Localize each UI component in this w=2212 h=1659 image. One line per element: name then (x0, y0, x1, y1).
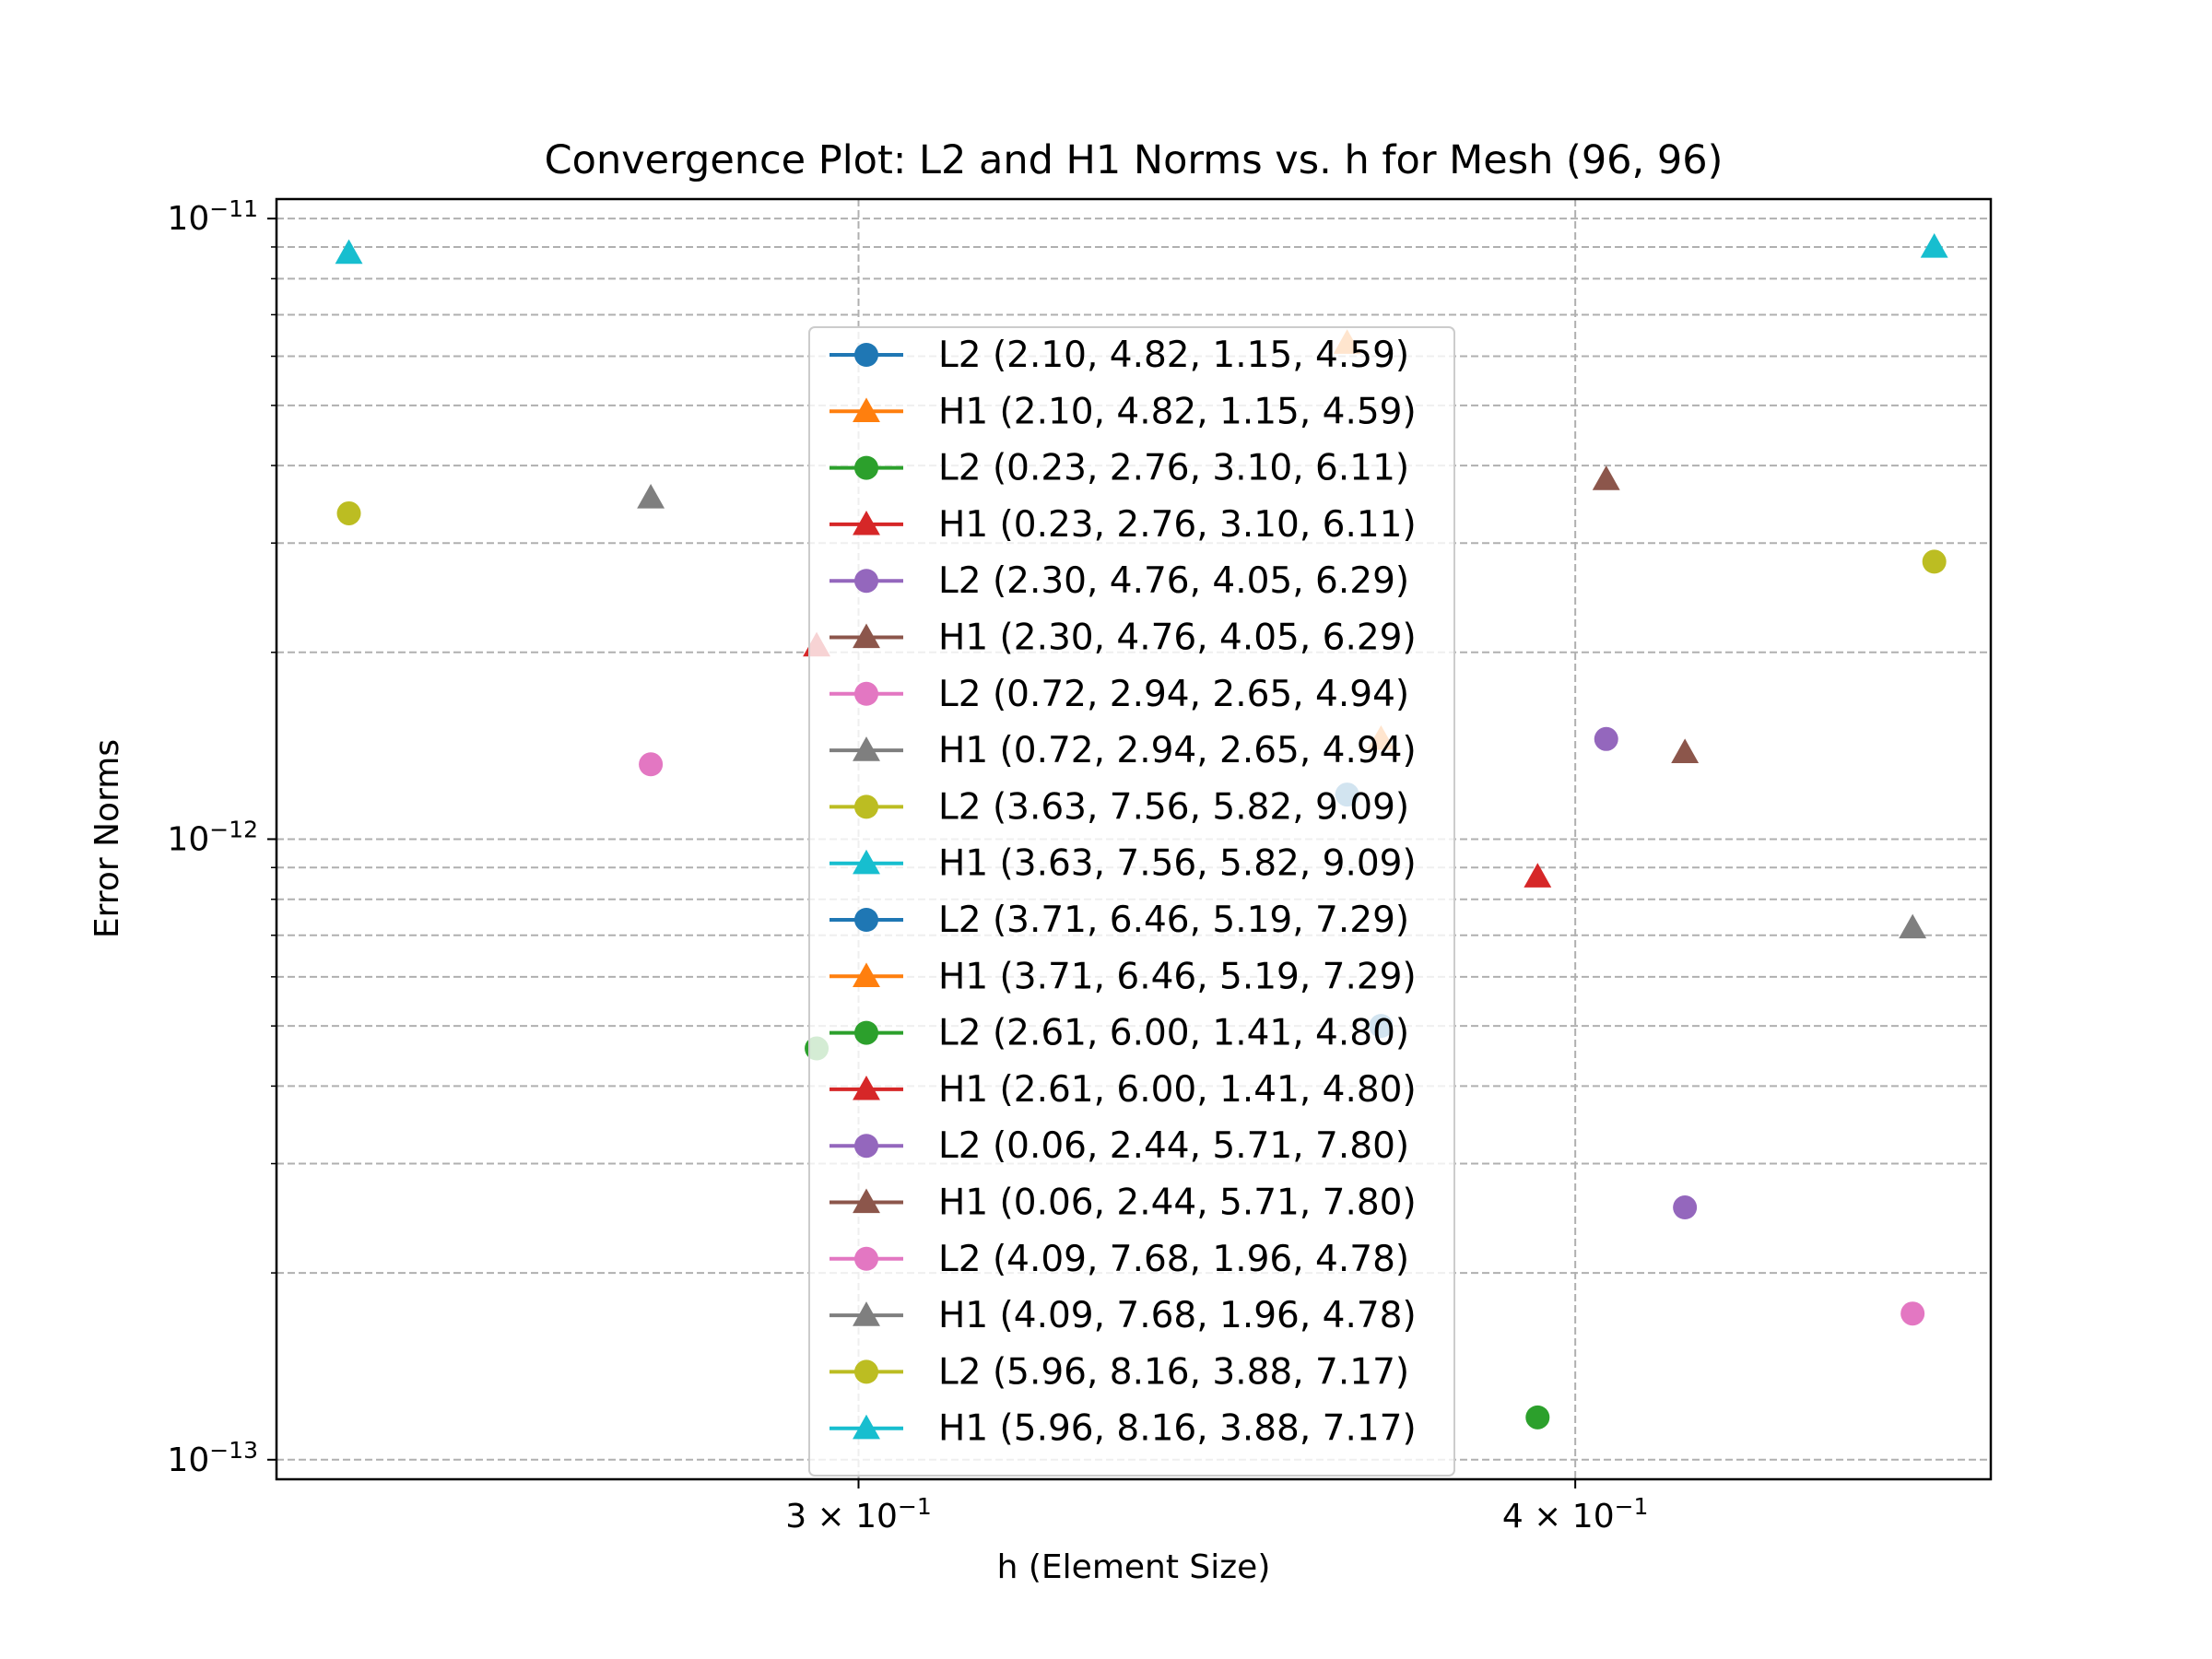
legend-label: H1 (3.71, 6.46, 5.19, 7.29) (938, 956, 1417, 997)
legend-label: H1 (3.63, 7.56, 5.82, 9.09) (938, 843, 1417, 885)
legend-label: L2 (5.96, 8.16, 3.88, 7.17) (938, 1351, 1409, 1393)
legend-marker-circle (854, 794, 878, 819)
legend-label: L2 (0.72, 2.94, 2.65, 4.94) (938, 674, 1409, 715)
legend-marker-triangle (853, 962, 880, 987)
legend-label: H1 (0.72, 2.94, 2.65, 4.94) (938, 730, 1417, 771)
legend-marker-triangle (853, 1188, 880, 1214)
y-axis-label: Error Norms (88, 739, 126, 938)
legend-marker-circle (854, 681, 878, 706)
legend-label: L2 (0.06, 2.44, 5.71, 7.80) (938, 1125, 1409, 1167)
legend-marker-circle (854, 1246, 878, 1271)
legend-label: H1 (2.30, 4.76, 4.05, 6.29) (938, 618, 1417, 659)
chart-title: Convergence Plot: L2 and H1 Norms vs. h … (545, 137, 1724, 183)
data-point-circle (1594, 726, 1618, 751)
legend-label: H1 (0.23, 2.76, 3.10, 6.11) (938, 504, 1417, 546)
data-point-triangle (1920, 233, 1948, 258)
legend-marker-circle (854, 343, 878, 367)
legend-marker-circle (854, 455, 878, 480)
data-point-triangle (637, 484, 665, 509)
data-point-triangle (1899, 913, 1927, 939)
legend-marker-circle (854, 1359, 878, 1384)
data-point-triangle (1671, 738, 1700, 763)
legend-label: L2 (3.63, 7.56, 5.82, 9.09) (938, 786, 1409, 828)
data-point-circle (1922, 549, 1947, 574)
data-point-circle (336, 500, 361, 525)
legend-label: L2 (2.61, 6.00, 1.41, 4.80) (938, 1013, 1409, 1054)
legend-marker-triangle (853, 397, 880, 422)
legend-label: L2 (2.10, 4.82, 1.15, 4.59) (938, 335, 1409, 376)
legend-label: L2 (3.71, 6.46, 5.19, 7.29) (938, 900, 1409, 941)
legend-label: H1 (4.09, 7.68, 1.96, 4.78) (938, 1295, 1417, 1336)
legend-label: L2 (0.23, 2.76, 3.10, 6.11) (938, 448, 1409, 489)
legend-label: H1 (5.96, 8.16, 3.88, 7.17) (938, 1408, 1417, 1450)
data-point-circle (1900, 1301, 1925, 1326)
legend-label: H1 (2.10, 4.82, 1.15, 4.59) (938, 391, 1417, 432)
data-point-circle (1673, 1195, 1698, 1220)
data-point-circle (639, 752, 664, 777)
legend-marker-triangle (853, 1075, 880, 1100)
legend-box (808, 326, 1455, 1477)
data-point-triangle (1592, 465, 1620, 490)
legend-marker-triangle (853, 510, 880, 535)
legend-marker-circle (854, 569, 878, 594)
legend-marker-triangle (853, 1301, 880, 1326)
legend-label: H1 (0.06, 2.44, 5.71, 7.80) (938, 1182, 1417, 1224)
legend-label: L2 (4.09, 7.68, 1.96, 4.78) (938, 1239, 1409, 1280)
legend-marker-triangle (853, 736, 880, 761)
legend-label: L2 (2.30, 4.76, 4.05, 6.29) (938, 560, 1409, 602)
legend: L2 (2.10, 4.82, 1.15, 4.59) H1 (2.10, 4.8… (808, 326, 1455, 1477)
legend-marker-circle (854, 1134, 878, 1159)
x-axis-label: h (Element Size) (997, 1548, 1271, 1586)
data-point-triangle (1524, 863, 1552, 888)
legend-marker-circle (854, 908, 878, 932)
data-point-circle (1525, 1405, 1550, 1430)
legend-label: H1 (2.61, 6.00, 1.41, 4.80) (938, 1069, 1417, 1111)
legend-marker-triangle (853, 849, 880, 875)
legend-marker-circle (854, 1020, 878, 1045)
legend-marker-triangle (853, 1414, 880, 1440)
legend-marker-triangle (853, 623, 880, 649)
data-point-triangle (335, 239, 363, 265)
